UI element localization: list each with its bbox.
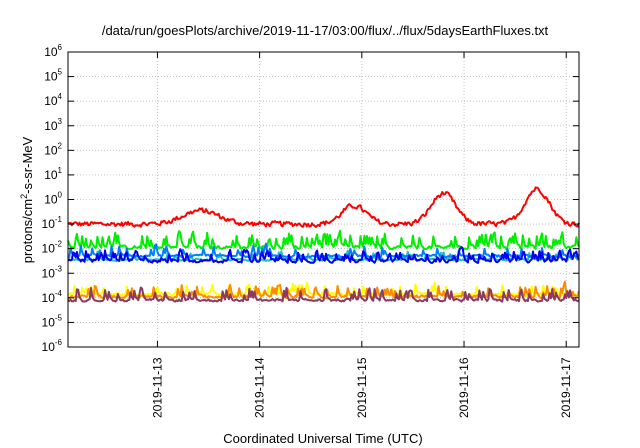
y-tick-label: 105 bbox=[44, 68, 62, 84]
y-tick-label: 103 bbox=[44, 117, 62, 133]
y-tick-label: 10-5 bbox=[42, 313, 63, 329]
series-line-4 bbox=[67, 246, 580, 264]
series-line-1 bbox=[67, 229, 580, 251]
x-tick-label: 2019-11-15 bbox=[355, 357, 369, 418]
x-axis-label: Coordinated Universal Time (UTC) bbox=[223, 431, 422, 446]
y-tick-label: 10-3 bbox=[42, 264, 63, 280]
grid bbox=[68, 52, 579, 347]
y-tick-label: 10-6 bbox=[42, 338, 63, 354]
y-tick-label: 106 bbox=[44, 43, 62, 59]
x-tick-label: 2019-11-13 bbox=[150, 357, 164, 418]
plot-series bbox=[67, 186, 580, 303]
x-tick-label: 2019-11-14 bbox=[253, 357, 267, 418]
x-ticks: 2019-11-13 2019-11-14 2019-11-15 2019-11-16… bbox=[150, 52, 573, 418]
x-tick-label: 2019-11-16 bbox=[457, 357, 471, 418]
y-tick-label: 104 bbox=[44, 92, 62, 108]
y-ticks: 10-6 10-5 10-4 10-3 10-2 10-1 100 101 102 103 104 1… bbox=[42, 43, 579, 354]
y-axis-label: protons/cm2-s-sr-MeV bbox=[19, 136, 35, 263]
y-tick-label: 101 bbox=[44, 166, 62, 182]
series-line-0 bbox=[67, 186, 580, 228]
chart-title: /data/run/goesPlots/archive/2019-11-17/0… bbox=[102, 23, 549, 38]
y-tick-label: 10-2 bbox=[42, 240, 63, 256]
series-line-7 bbox=[67, 286, 580, 303]
x-tick-label: 2019-11-17 bbox=[559, 357, 573, 418]
y-tick-label: 100 bbox=[44, 191, 62, 207]
y-tick-label: 10-1 bbox=[42, 215, 63, 231]
y-tick-label: 10-4 bbox=[42, 289, 63, 305]
y-tick-label: 102 bbox=[44, 141, 62, 157]
